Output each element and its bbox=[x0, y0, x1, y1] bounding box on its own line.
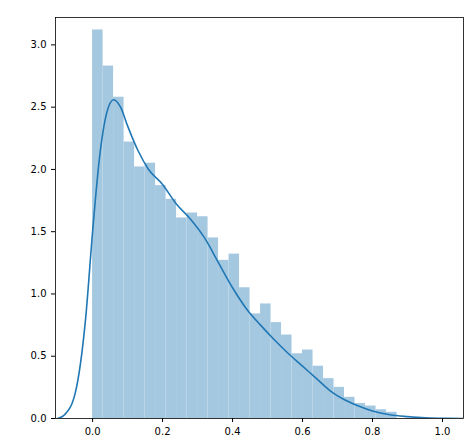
svg-text:2.0: 2.0 bbox=[31, 164, 47, 175]
svg-text:2.5: 2.5 bbox=[31, 101, 47, 112]
svg-text:0.0: 0.0 bbox=[31, 413, 47, 424]
svg-text:0.0: 0.0 bbox=[85, 426, 101, 437]
svg-text:0.4: 0.4 bbox=[225, 426, 241, 437]
svg-text:0.2: 0.2 bbox=[155, 426, 171, 437]
svg-text:1.5: 1.5 bbox=[31, 226, 47, 237]
svg-text:3.0: 3.0 bbox=[31, 39, 47, 50]
svg-text:1.0: 1.0 bbox=[31, 288, 47, 299]
svg-text:1.0: 1.0 bbox=[435, 426, 451, 437]
svg-text:0.6: 0.6 bbox=[295, 426, 311, 437]
svg-text:0.5: 0.5 bbox=[31, 350, 47, 361]
svg-text:0.8: 0.8 bbox=[365, 426, 381, 437]
